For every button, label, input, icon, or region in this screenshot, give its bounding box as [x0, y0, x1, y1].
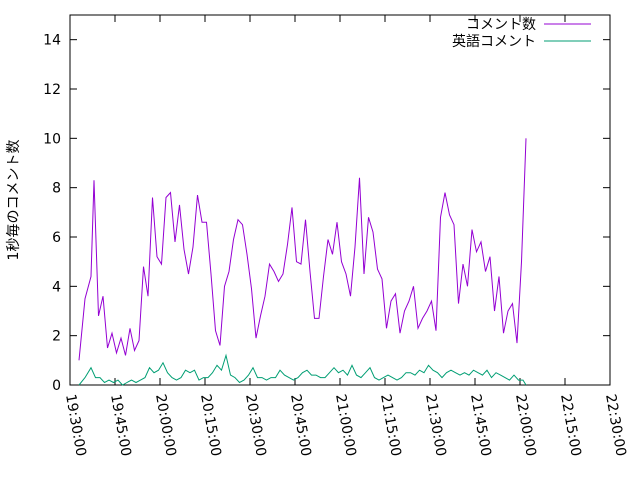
series-line-1	[78, 138, 527, 361]
x-tick-label: 20:45:00	[287, 393, 314, 458]
legend-label-1: コメント数	[466, 17, 536, 33]
y-tick-label: 2	[52, 329, 61, 345]
axes: 0 2 4 6 8 10 12 14 19:30:00 19:45:00 20:00:00 20:15…	[43, 14, 629, 458]
x-tick-label: 20:00:00	[152, 393, 179, 458]
x-tick-label: 21:30:00	[422, 393, 449, 458]
y-tick-label: 12	[43, 82, 61, 98]
x-tick-label: 22:00:00	[512, 393, 539, 458]
x-tick-label: 20:30:00	[242, 393, 269, 458]
y-tick-label: 14	[43, 33, 61, 49]
y-tick-label: 6	[52, 230, 61, 246]
x-tick-label: 21:45:00	[467, 393, 494, 458]
y-axis-label: 1秒毎のコメント数	[6, 140, 22, 261]
x-tick-label: 19:30:00	[62, 393, 89, 458]
legend-label-2: 英語コメント	[452, 33, 536, 50]
y-tick-label: 0	[52, 378, 61, 394]
x-tick-label: 20:15:00	[197, 393, 224, 458]
series-line-2	[78, 353, 527, 386]
y-tick-label: 4	[52, 279, 61, 295]
series-group	[78, 138, 527, 386]
plot-frame	[69, 14, 611, 386]
y-tick-label: 8	[52, 181, 61, 197]
x-tick-label: 19:45:00	[107, 393, 134, 458]
y-tick-label: 10	[43, 131, 61, 147]
x-tick-label: 21:15:00	[377, 393, 404, 458]
x-tick-label: 22:30:00	[602, 393, 629, 458]
x-tick-label: 22:15:00	[557, 393, 584, 458]
x-tick-label: 21:00:00	[332, 393, 359, 458]
